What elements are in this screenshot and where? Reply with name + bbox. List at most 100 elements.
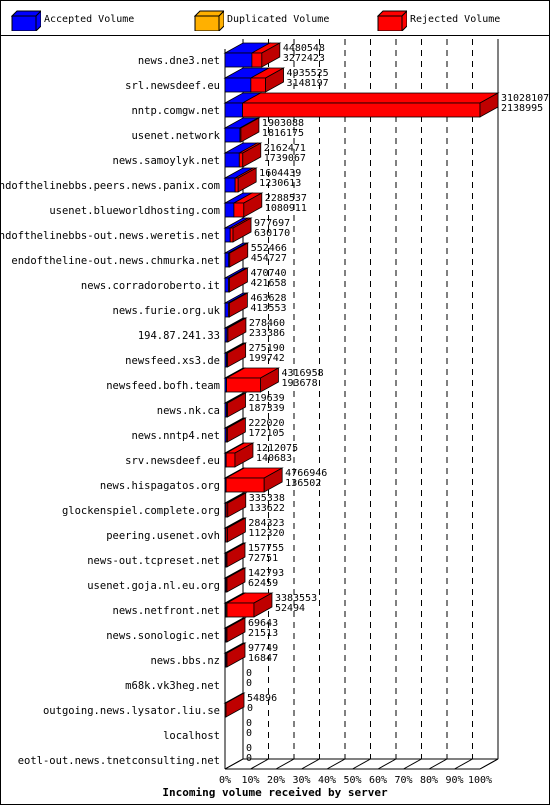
- bar-total-label: 275190: [249, 343, 285, 354]
- bar-segment: [224, 177, 236, 193]
- bar-segment-side: [253, 592, 273, 618]
- bar-segment: [225, 477, 265, 493]
- bar-accepted-label: 0: [246, 728, 252, 739]
- chart-plot: 0% 10% 20% 30% 40% 50% 60% 70% 80% 90% 100% Incomin…: [1, 39, 549, 799]
- grid-floor-tick: [403, 758, 422, 770]
- bar-total-label: 1212075: [256, 443, 298, 454]
- bar-accepted-label: 62459: [248, 578, 278, 589]
- legend-label-accepted: Accepted Volume: [44, 14, 135, 25]
- bar-total-label: 335338: [249, 493, 285, 504]
- bar-segment: [224, 152, 240, 168]
- category-label: news.nntp4.net: [131, 430, 220, 442]
- grid-floor-tick: [428, 758, 448, 770]
- bar-segment-side: [227, 317, 247, 343]
- category-label: news.corradoroberto.it: [81, 280, 220, 292]
- bar-total-label: 1903088: [262, 118, 304, 129]
- category-label: news.netfront.net: [113, 605, 220, 617]
- bar-total-label: 470740: [250, 268, 286, 279]
- bar-segment-side: [243, 192, 263, 218]
- bar-segment-side: [227, 517, 246, 543]
- category-label: endoftheline-out.news.chmurka.net: [11, 255, 220, 267]
- bar-segment-side: [479, 92, 499, 118]
- x-tick-label: 60%: [369, 775, 387, 786]
- bar-total-label: 463628: [250, 293, 286, 304]
- bar-total-label: 4935525: [287, 68, 329, 79]
- category-label: srl.newsdeef.eu: [125, 80, 220, 92]
- bar-accepted-label: 136502: [285, 478, 321, 489]
- x-tick-label: 50%: [343, 775, 361, 786]
- bar-total-label: 278460: [249, 318, 285, 329]
- bar-total-label: 284323: [248, 518, 284, 529]
- x-tick-label: 30%: [292, 775, 310, 786]
- bar-accepted-label: 1816175: [262, 128, 304, 139]
- bar-segment: [250, 77, 266, 93]
- bar-accepted-label: 193678: [281, 378, 317, 389]
- bar-accepted-label: 0: [247, 703, 253, 714]
- bar-segment: [224, 302, 229, 318]
- bar-total-label: 4766946: [285, 468, 327, 479]
- category-label: news.sonologic.net: [106, 630, 220, 642]
- legend-label-duplicated: Duplicated Volume: [227, 14, 330, 25]
- category-label: endofthelinebbs-out.news.weretis.net: [1, 230, 220, 242]
- bar-segment-side: [263, 467, 283, 493]
- bar-accepted-label: 1739067: [264, 153, 306, 164]
- bar-segment-side: [225, 692, 245, 718]
- legend-swatch-accepted-icon: [11, 10, 41, 31]
- bar-segment: [225, 452, 236, 468]
- category-label: eotl-out.news.tnetconsulting.net: [18, 755, 220, 767]
- bar-total-label: 0: [246, 718, 252, 729]
- bar-segment-side: [226, 542, 246, 568]
- bar-segment: [234, 177, 239, 193]
- bar-segment-side: [234, 442, 254, 468]
- bar-accepted-label: 199742: [249, 353, 285, 364]
- grid-floor-tick: [479, 758, 499, 770]
- bar-segment-side: [227, 417, 246, 443]
- category-label: usenet.goja.nl.eu.org: [87, 580, 220, 592]
- bar-accepted-label: 133622: [249, 503, 285, 514]
- bar-segment: [238, 152, 244, 168]
- category-label: newsfeed.bofh.team: [106, 380, 220, 392]
- category-label: news-out.tcpreset.net: [87, 555, 220, 567]
- bar-total-label: 31028107: [501, 93, 549, 104]
- bar-segment: [224, 102, 243, 118]
- x-tick-label: 80%: [420, 775, 438, 786]
- category-label: news.dne3.net: [138, 55, 220, 67]
- bar-total-label: 2162471: [264, 143, 306, 154]
- bar-segment: [229, 227, 234, 243]
- bar-total-label: 222020: [248, 418, 284, 429]
- category-label: glockenspiel.complete.org: [62, 505, 220, 517]
- bar-segment-side: [260, 367, 279, 393]
- bar-segment: [224, 227, 231, 243]
- category-label: m68k.vk3heg.net: [125, 680, 220, 692]
- grid-floor-tick: [224, 758, 244, 770]
- category-label: news.furie.org.uk: [113, 305, 221, 317]
- bar-total-label: 157755: [248, 543, 284, 554]
- bar-segment-side: [232, 217, 252, 243]
- category-label: usenet.blueworldhosting.com: [49, 205, 220, 217]
- category-label: usenet.network: [131, 130, 220, 142]
- bar-total-label: 1604439: [259, 168, 301, 179]
- category-label: endofthelinebbs.peers.news.panix.com: [1, 180, 220, 192]
- bar-accepted-label: 21513: [248, 628, 278, 639]
- bar-segment-side: [227, 492, 247, 518]
- bar-accepted-label: 16847: [248, 653, 278, 664]
- bar-accepted-label: 0: [246, 753, 252, 764]
- bar-total-label: 2288537: [265, 193, 307, 204]
- bar-segment-side: [229, 267, 248, 293]
- bar-total-label: 4480548: [283, 43, 325, 54]
- category-label: nntp.comgw.net: [131, 105, 220, 117]
- category-label: news.nk.ca: [157, 405, 220, 417]
- bar-segment: [224, 77, 252, 93]
- bar-accepted-label: 172105: [248, 428, 284, 439]
- x-tick-label: 0%: [219, 775, 231, 786]
- bar-total-label: 69643: [248, 618, 278, 629]
- bar-segment: [224, 52, 253, 68]
- x-tick-label: 100%: [468, 775, 492, 786]
- bar-segment: [251, 52, 263, 68]
- grid-floor-tick: [275, 758, 295, 770]
- x-tick-label: 40%: [318, 775, 336, 786]
- bar-segment-side: [229, 242, 249, 268]
- grid-floor-tick: [301, 758, 320, 770]
- bar-total-label: 3383553: [275, 593, 317, 604]
